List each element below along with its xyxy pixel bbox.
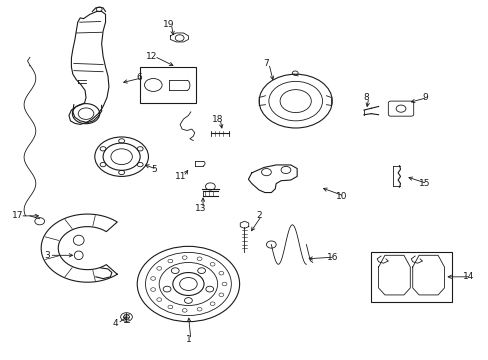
Text: 2: 2 [256, 211, 262, 220]
Text: 17: 17 [12, 211, 23, 220]
Bar [370, 252, 451, 302]
Text: 19: 19 [163, 19, 174, 28]
Text: 5: 5 [151, 165, 157, 174]
Text: 11: 11 [175, 172, 186, 181]
Bar [140, 67, 195, 103]
Text: 14: 14 [462, 272, 473, 281]
Text: 1: 1 [185, 335, 191, 344]
Text: 6: 6 [137, 73, 142, 82]
Text: 4: 4 [112, 319, 118, 328]
Text: 15: 15 [418, 179, 430, 188]
Text: 12: 12 [146, 52, 157, 61]
Text: 3: 3 [44, 251, 50, 260]
Text: 8: 8 [363, 93, 368, 102]
Text: 18: 18 [211, 114, 223, 123]
Text: 9: 9 [421, 93, 427, 102]
Text: 10: 10 [336, 192, 347, 201]
Text: 16: 16 [326, 253, 337, 262]
Text: 13: 13 [194, 204, 206, 213]
Text: 7: 7 [263, 59, 269, 68]
